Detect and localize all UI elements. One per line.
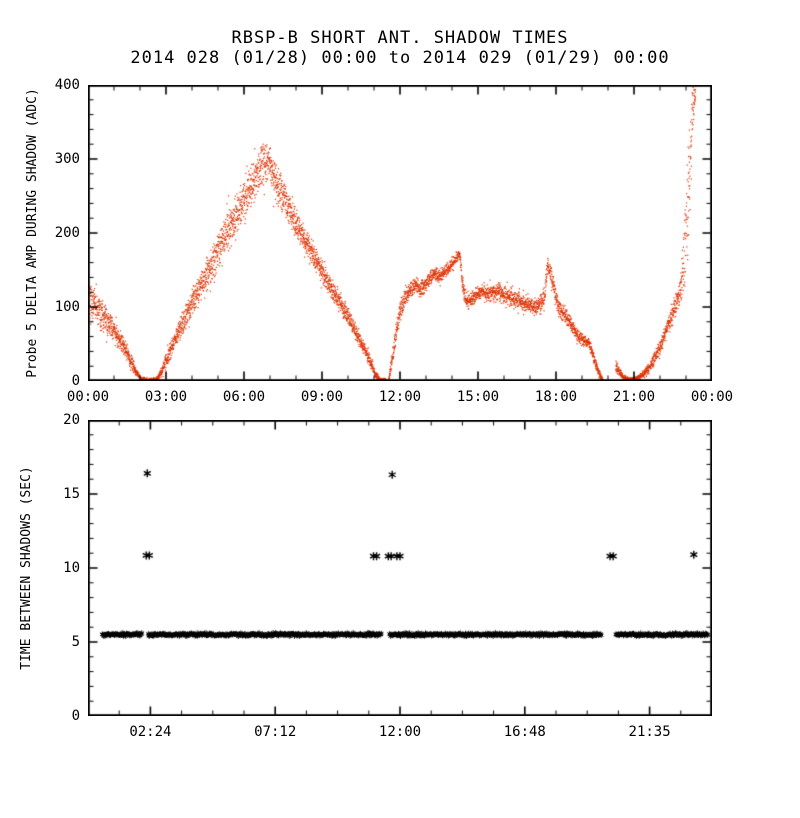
top-y-tick-label: 300 [54, 151, 80, 167]
top-x-tick-label: 06:00 [222, 389, 266, 405]
bottom-x-tick-label: 21:35 [628, 724, 671, 740]
top-y-tick-label: 0 [71, 373, 80, 389]
bottom-y-tick-label: 5 [71, 634, 80, 650]
top-x-tick-label: 12:00 [378, 389, 422, 405]
chart-subtitle: 2014 028 (01/28) 00:00 to 2014 029 (01/2… [130, 48, 670, 68]
top-x-tick-label: 03:00 [144, 389, 188, 405]
top-x-tick-label: 09:00 [300, 389, 344, 405]
top-x-tick-label: 21:00 [612, 389, 656, 405]
top-x-tick-label: 15:00 [456, 389, 500, 405]
rbsp-shadow-figure: RBSP-B SHORT ANT. SHADOW TIMES 2014 028 … [19, 28, 734, 740]
top-plot-canvas [88, 85, 712, 381]
top-y-tick-label: 200 [54, 225, 80, 241]
chart-title: RBSP-B SHORT ANT. SHADOW TIMES [231, 28, 569, 48]
bottom-x-tick-label: 02:24 [129, 724, 172, 740]
top-y-tick-label: 100 [54, 299, 80, 315]
top-y-tick-label: 400 [54, 77, 80, 93]
top-x-tick-label: 00:00 [66, 389, 110, 405]
bottom-y-tick-label: 20 [63, 412, 80, 428]
bottom-plot-canvas [88, 420, 712, 716]
bottom-x-tick-label: 16:48 [503, 724, 546, 740]
bottom-x-tick-label: 07:12 [254, 724, 297, 740]
bottom-y-tick-label: 10 [63, 560, 80, 576]
bottom-y-tick-label: 15 [63, 486, 80, 502]
bottom-x-tick-label: 12:00 [378, 724, 422, 740]
bottom-y-tick-label: 0 [71, 708, 80, 724]
top-x-tick-label: 00:00 [690, 389, 734, 405]
top-x-tick-label: 18:00 [534, 389, 578, 405]
